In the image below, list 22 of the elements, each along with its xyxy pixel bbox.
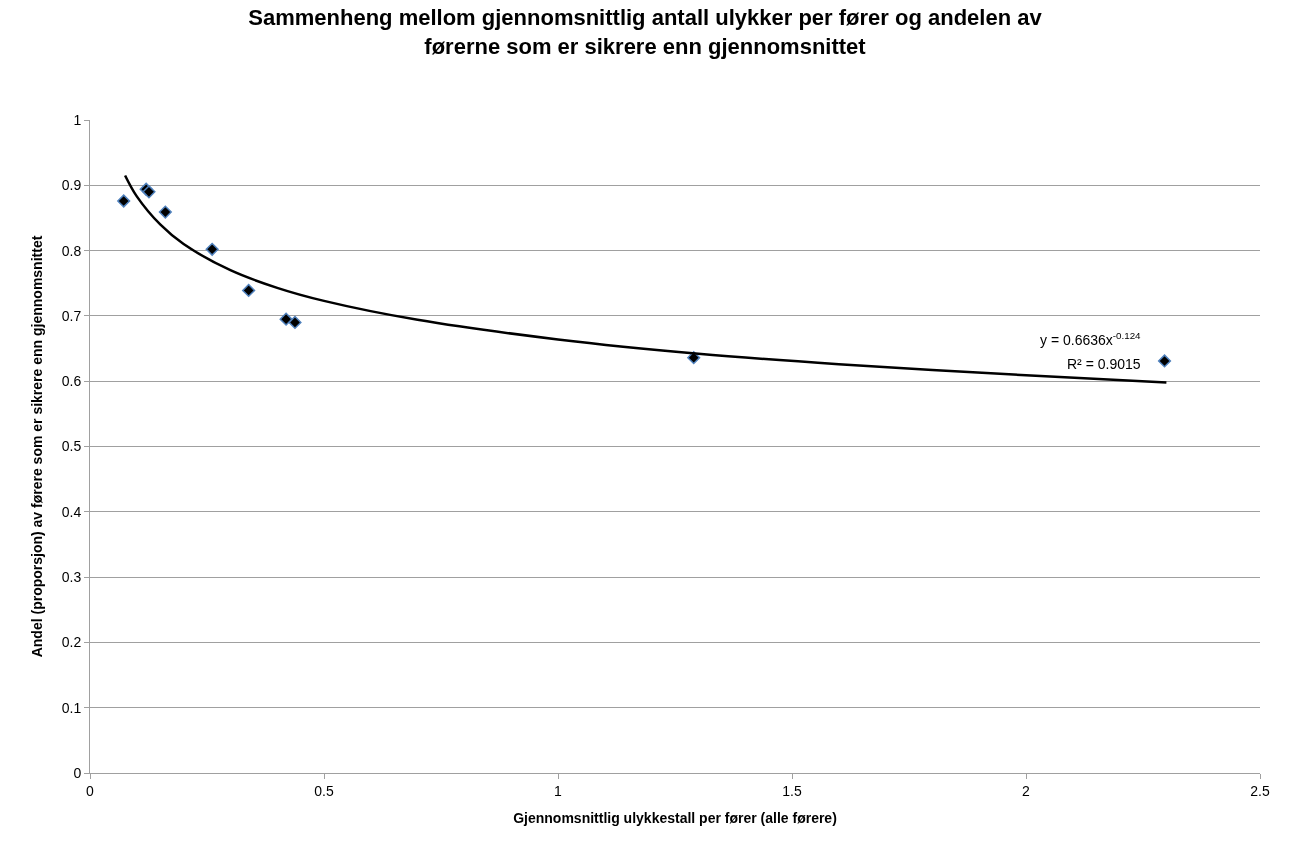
y-tick-label: 0.6 bbox=[61, 373, 82, 390]
x-tick-label: 2 bbox=[1022, 782, 1031, 799]
x-tick-label: 1 bbox=[554, 782, 563, 799]
x-tick-label: 2.5 bbox=[1250, 782, 1270, 799]
x-tick-label: 0 bbox=[86, 782, 95, 799]
x-tick-label: 1.5 bbox=[782, 782, 802, 799]
y-tick-label: 0.3 bbox=[61, 569, 82, 585]
chart-title: Sammenheng mellom gjennomsnittlig antall ulykker per fører og andelen av førerne som er sikrere enn gjennomsnittet bbox=[248, 5, 1043, 59]
y-tick-label: 0.5 bbox=[61, 438, 82, 455]
y-tick-label: 0.1 bbox=[61, 699, 82, 716]
y-axis-title: Andel (proporsjon) av førere som er sikrere enn gjennomsnittet bbox=[29, 235, 46, 658]
x-axis-title: Gjennomsnittlig ulykkestall per fører (alle førere) bbox=[513, 810, 837, 827]
x-tick-label: 0.5 bbox=[314, 782, 334, 799]
y-tick-label: 0.8 bbox=[61, 242, 82, 259]
y-tick-label: 0.9 bbox=[61, 177, 82, 194]
y-tick-label: 0.7 bbox=[61, 307, 82, 324]
annotation: y = 0.6636x$^{-0.124}$ bbox=[1040, 330, 1142, 348]
y-tick-label: 0 bbox=[73, 764, 82, 781]
y-tick-label: 0.2 bbox=[61, 634, 82, 651]
annotation: R² = 0.9015 bbox=[1067, 356, 1141, 372]
y-tick-label: 1 bbox=[73, 111, 82, 128]
y-tick-label: 0.4 bbox=[61, 503, 82, 520]
